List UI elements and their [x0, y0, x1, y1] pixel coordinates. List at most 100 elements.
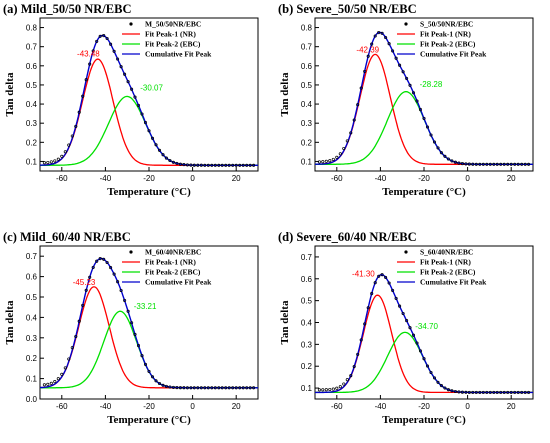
- data-point: [119, 288, 123, 293]
- data-point: [513, 390, 517, 394]
- data-point: [453, 160, 457, 164]
- data-point: [189, 386, 193, 390]
- data-point: [488, 162, 492, 166]
- y-tick-label: 0.4: [26, 100, 38, 109]
- y-tick-label: 0.1: [301, 157, 313, 166]
- data-point: [495, 390, 499, 394]
- y-tick-label: 0.0: [26, 395, 38, 404]
- legend-marker: [129, 250, 133, 254]
- chart-title: (b) Severe_50/50 NR/EBC: [278, 2, 417, 16]
- data-point: [102, 257, 106, 261]
- x-tick-label: 20: [232, 174, 241, 183]
- data-point: [349, 374, 353, 378]
- data-point: [248, 386, 252, 390]
- data-point: [199, 163, 203, 167]
- data-point: [422, 357, 426, 361]
- y-tick-label: 0.2: [26, 354, 38, 363]
- series-line-nr: [314, 53, 533, 165]
- data-point: [53, 380, 57, 384]
- y-tick-label: 0.2: [301, 362, 313, 371]
- x-tick-label: -40: [375, 402, 387, 411]
- data-point: [140, 112, 144, 116]
- data-point: [42, 161, 46, 165]
- peak-annotation: -28.28: [420, 80, 443, 89]
- data-point: [49, 160, 53, 164]
- x-tick-label: -60: [56, 174, 68, 183]
- data-point: [439, 151, 443, 155]
- data-point: [231, 386, 235, 390]
- data-point: [168, 385, 172, 389]
- chart-title: (a) Mild_50/50 NR/EBC: [3, 2, 131, 16]
- data-point: [95, 39, 99, 43]
- data-point: [227, 386, 231, 390]
- x-tick-label: 20: [232, 402, 241, 411]
- data-point: [70, 346, 74, 350]
- legend-label: Fit Peak-2 (EBC): [145, 40, 201, 49]
- legend-label: Cumulative Fit Peak: [420, 50, 487, 59]
- data-point: [439, 384, 443, 388]
- data-point: [453, 389, 457, 394]
- series-line-nr: [40, 58, 258, 166]
- data-point: [171, 160, 175, 164]
- peak-annotation: -45.23: [73, 278, 96, 287]
- data-point: [182, 163, 186, 167]
- data-point: [84, 78, 88, 82]
- y-tick-label: 0.7: [26, 252, 38, 261]
- series-line-cumulative: [39, 257, 258, 389]
- data-point: [161, 383, 165, 387]
- data-point: [321, 160, 325, 164]
- y-tick-label: 0.3: [26, 119, 38, 128]
- data-point: [411, 91, 416, 95]
- y-tick-label: 0.1: [26, 157, 38, 166]
- data-point: [366, 54, 370, 58]
- data-point: [70, 134, 74, 138]
- y-tick-label: 0.2: [301, 138, 313, 147]
- data-point: [460, 390, 464, 394]
- data-point: [112, 49, 116, 53]
- data-point: [506, 390, 510, 394]
- data-point: [377, 31, 381, 35]
- data-point: [130, 87, 134, 91]
- data-point: [203, 386, 207, 390]
- data-point: [408, 326, 412, 330]
- data-point: [324, 388, 328, 392]
- data-point: [443, 386, 447, 390]
- data-point: [46, 382, 50, 386]
- y-tick-label: 0.7: [301, 43, 313, 52]
- series-line-ebc: [315, 91, 533, 165]
- data-point: [157, 381, 162, 386]
- chart-panel-4: (d) Severe_60/40 NR/EBC -60 -40 -20 0 20 0.1 0.…: [278, 230, 534, 426]
- data-point: [377, 274, 381, 278]
- data-point: [359, 338, 363, 342]
- data-point: [429, 133, 433, 137]
- data-point: [241, 386, 245, 390]
- data-point: [380, 31, 384, 35]
- legend-label: Fit Peak-1 (NR): [145, 258, 196, 267]
- data-point: [457, 390, 461, 394]
- data-point: [164, 156, 168, 160]
- y-axis-label: Tan delta: [279, 72, 291, 116]
- data-point: [164, 384, 168, 388]
- x-tick-label: 0: [465, 402, 470, 411]
- data-point: [324, 159, 328, 163]
- data-point: [150, 375, 155, 379]
- peak-annotation: -43.48: [77, 49, 100, 58]
- data-point: [192, 163, 196, 167]
- data-point: [147, 369, 151, 373]
- data-point: [143, 121, 148, 125]
- series-line-cumulative: [314, 31, 533, 165]
- legend-marker: [129, 22, 133, 26]
- data-point: [203, 163, 207, 167]
- data-point: [415, 99, 419, 103]
- data-point: [485, 390, 489, 394]
- data-point: [345, 139, 349, 143]
- y-axis-label: Tan delta: [279, 300, 291, 344]
- data-point: [446, 388, 450, 392]
- data-point: [408, 83, 412, 87]
- data-point: [471, 390, 475, 394]
- data-point: [185, 386, 189, 390]
- peak-annotation: -30.07: [140, 84, 163, 93]
- data-point: [527, 390, 531, 394]
- legend-label: Fit Peak-1 (NR): [420, 30, 471, 39]
- data-point: [185, 163, 189, 167]
